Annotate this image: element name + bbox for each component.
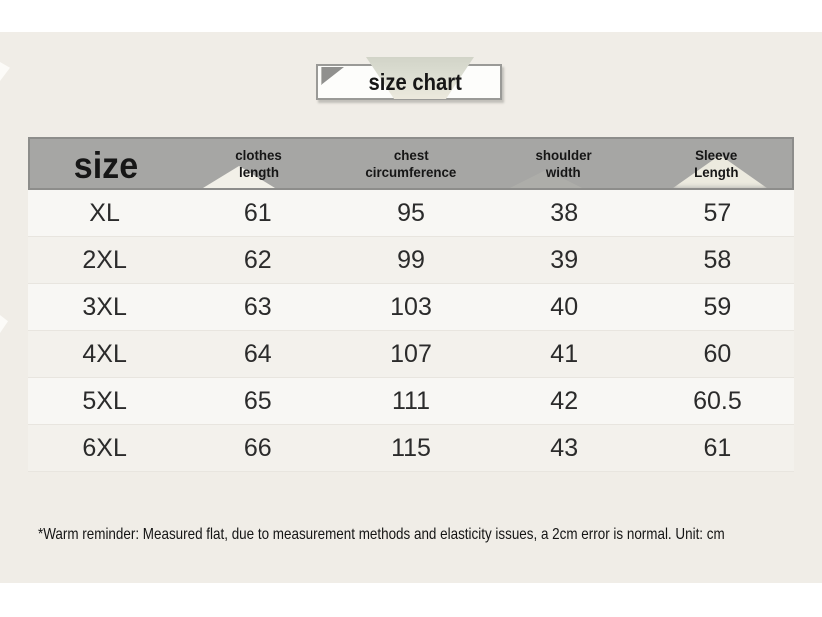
value-cell: 61 [243, 198, 272, 227]
size-table: size clothes length chest circumference … [28, 137, 794, 472]
value-cell: 38 [550, 198, 579, 227]
size-cell: 5XL [82, 386, 127, 415]
value-cell: 39 [550, 245, 579, 274]
table-row-2xl: 2XL 62 99 39 58 [28, 237, 794, 284]
header-sleeve-length: Sleeve Length [640, 139, 792, 188]
size-cell: XL [89, 198, 120, 227]
value-cell: 59 [703, 292, 732, 321]
header-size: size [30, 139, 182, 188]
header-label: size [74, 145, 139, 186]
value-cell: 57 [703, 198, 732, 227]
header-label: circumference [365, 163, 457, 180]
header-label: chest [393, 146, 429, 163]
header-chest-circumference: chest circumference [335, 139, 487, 188]
header-label: Sleeve [694, 146, 737, 163]
value-cell: 43 [550, 433, 579, 462]
table-row-3xl: 3XL 63 103 40 59 [28, 284, 794, 331]
table-row-4xl: 4XL 64 107 41 60 [28, 331, 794, 378]
value-cell: 66 [243, 433, 272, 462]
header-label: clothes [235, 146, 282, 163]
header-label: shoulder [535, 146, 592, 163]
value-cell: 58 [703, 245, 732, 274]
value-cell: 103 [390, 292, 432, 321]
value-cell: 61 [703, 433, 732, 462]
size-chart-title: size chart [316, 57, 502, 100]
value-cell: 65 [243, 386, 272, 415]
header-label: Length [693, 163, 738, 180]
table-row-5xl: 5XL 65 111 42 60.5 [28, 378, 794, 425]
value-cell: 60.5 [693, 386, 742, 415]
size-cell: 6XL [82, 433, 127, 462]
value-cell: 40 [550, 292, 579, 321]
value-cell: 111 [392, 386, 431, 415]
paper-edge-artifact [0, 315, 8, 333]
value-cell: 99 [397, 245, 425, 274]
warm-reminder-note: *Warm reminder: Measured flat, due to me… [38, 526, 725, 543]
value-cell: 62 [243, 245, 272, 274]
size-cell: 3XL [82, 292, 127, 321]
header-label: width [546, 163, 581, 180]
value-cell: 115 [391, 433, 431, 462]
size-cell: 2XL [82, 245, 127, 274]
header-shoulder-width: shoulder width [487, 139, 639, 188]
value-cell: 107 [390, 339, 432, 368]
value-cell: 41 [550, 339, 579, 368]
value-cell: 64 [243, 339, 272, 368]
value-cell: 60 [703, 339, 732, 368]
table-header-row: size clothes length chest circumference … [28, 137, 794, 190]
value-cell: 95 [397, 198, 425, 227]
title-label: size chart [368, 68, 462, 95]
header-clothes-length: clothes length [182, 139, 334, 188]
table-row-6xl: 6XL 66 115 43 61 [28, 425, 794, 472]
size-cell: 4XL [82, 339, 127, 368]
paper-edge-artifact [0, 62, 10, 81]
value-cell: 42 [550, 386, 579, 415]
header-label: length [238, 163, 279, 180]
table-row-xl: XL 61 95 38 57 [28, 190, 794, 237]
value-cell: 63 [243, 292, 272, 321]
